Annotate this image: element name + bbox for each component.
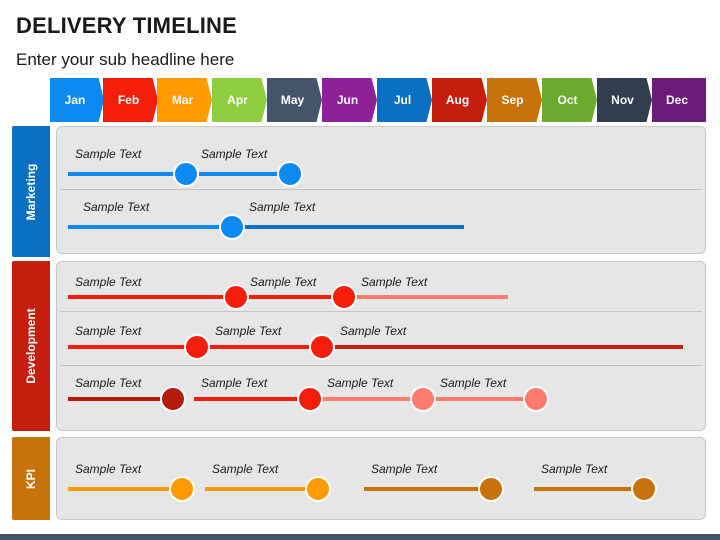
milestone-label: Sample Text [83, 200, 150, 214]
milestone-marker[interactable] [160, 386, 186, 412]
row-divider [60, 365, 702, 366]
milestone-label: Sample Text [215, 324, 282, 338]
milestone-marker[interactable] [305, 476, 331, 502]
milestone-label: Sample Text [340, 324, 407, 338]
milestone-label: Sample Text [371, 462, 438, 476]
month-apr: Apr [212, 78, 267, 122]
month-label: Jun [336, 93, 359, 107]
milestone-label: Sample Text [75, 376, 142, 390]
month-nov: Nov [597, 78, 652, 122]
milestone-label: Sample Text [250, 275, 317, 289]
milestone-label: Sample Text [75, 462, 142, 476]
month-label: Nov [611, 93, 634, 107]
month-feb: Feb [103, 78, 158, 122]
month-label: Dec [665, 93, 688, 107]
page-title: DELIVERY TIMELINE [16, 13, 237, 38]
milestone-marker[interactable] [219, 214, 245, 240]
milestone-label: Sample Text [541, 462, 608, 476]
milestone-marker[interactable] [223, 284, 249, 310]
month-label: Aug [445, 93, 470, 107]
milestone-marker[interactable] [277, 161, 303, 187]
month-jul: Jul [377, 78, 432, 122]
row-divider [60, 189, 702, 190]
month-label: May [280, 93, 305, 107]
category-kpi: KPI [12, 437, 50, 520]
milestone-label: Sample Text [75, 147, 142, 161]
marketing-band [56, 126, 706, 254]
milestone-marker[interactable] [478, 476, 504, 502]
milestone-marker[interactable] [331, 284, 357, 310]
milestone-marker[interactable] [184, 334, 210, 360]
month-aug: Aug [432, 78, 487, 122]
milestone-label: Sample Text [212, 462, 279, 476]
month-label: Sep [501, 93, 524, 107]
milestone-marker[interactable] [169, 476, 195, 502]
milestone-label: Sample Text [201, 147, 268, 161]
milestone-marker[interactable] [631, 476, 657, 502]
month-label: Jan [64, 93, 86, 107]
month-label: Jul [393, 93, 412, 107]
milestone-marker[interactable] [309, 334, 335, 360]
month-may: May [267, 78, 322, 122]
page-subtitle: Enter your sub headline here [16, 50, 235, 69]
month-label: Feb [117, 93, 140, 107]
month-sep: Sep [487, 78, 542, 122]
month-jan: Jan [50, 78, 104, 122]
milestone-label: Sample Text [327, 376, 394, 390]
month-label: Mar [171, 93, 194, 107]
footer-bar [0, 534, 720, 540]
month-jun: Jun [322, 78, 377, 122]
milestone-label: Sample Text [249, 200, 316, 214]
month-label: Apr [227, 93, 248, 107]
month-mar: Mar [157, 78, 212, 122]
category-development: Development [12, 261, 50, 431]
milestone-label: Sample Text [201, 376, 268, 390]
month-label: Oct [557, 93, 578, 107]
milestone-marker[interactable] [173, 161, 199, 187]
milestone-label: Sample Text [75, 324, 142, 338]
month-oct: Oct [542, 78, 597, 122]
milestone-marker[interactable] [410, 386, 436, 412]
month-dec: Dec [652, 78, 706, 122]
category-marketing: Marketing [12, 126, 50, 257]
kpi-band [56, 437, 706, 520]
milestone-marker[interactable] [297, 386, 323, 412]
milestone-marker[interactable] [523, 386, 549, 412]
milestone-label: Sample Text [75, 275, 142, 289]
month-header: Jan Feb Mar Apr May Jun Jul Aug Sep Oct … [50, 78, 706, 122]
milestone-label: Sample Text [440, 376, 507, 390]
row-divider [60, 311, 702, 312]
milestone-label: Sample Text [361, 275, 428, 289]
